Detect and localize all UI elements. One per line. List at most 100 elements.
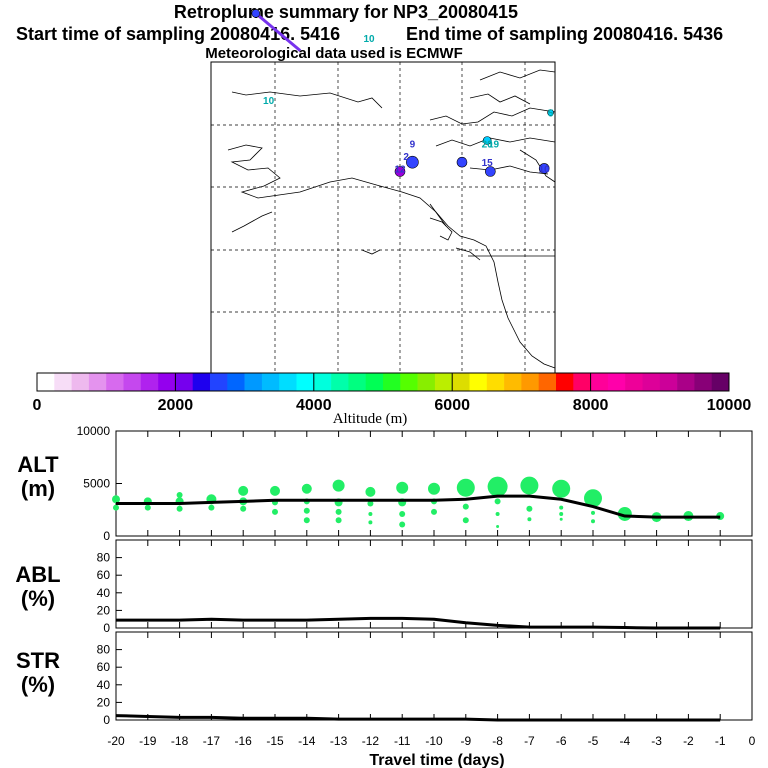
colorbar-swatch <box>175 373 193 391</box>
plume-centroid-point <box>485 166 496 177</box>
altitude-bubble <box>112 495 120 504</box>
panel-ylabel-unit: (%) <box>21 672 55 697</box>
coastline <box>231 91 383 109</box>
x-tick-label: -8 <box>492 734 503 748</box>
altitude-bubble <box>272 508 278 515</box>
colorbar-swatch <box>383 373 401 391</box>
colorbar-axis-label: Altitude (m) <box>333 411 408 427</box>
colorbar-swatch <box>313 373 332 391</box>
altitude-bubble <box>487 476 508 497</box>
colorbar-swatch <box>711 373 730 391</box>
colorbar-swatch <box>54 373 72 391</box>
colorbar-swatch <box>625 373 643 391</box>
time-series-panels: ALT(m)1000050000ABL(%)806040200STR(%)806… <box>15 424 755 768</box>
altitude-bubble <box>367 500 374 507</box>
colorbar-swatch <box>486 373 505 391</box>
y-tick-label: 0 <box>103 713 110 727</box>
y-tick-label: 20 <box>97 603 111 617</box>
coastline <box>231 211 273 233</box>
colorbar-tick-label: 4000 <box>296 397 332 414</box>
altitude-bubble <box>270 485 280 496</box>
altitude-bubble <box>332 479 345 492</box>
x-tick-label: -17 <box>203 734 221 748</box>
x-tick-label: -18 <box>171 734 189 748</box>
altitude-bubble <box>526 505 533 512</box>
map-frame <box>210 61 556 374</box>
day-label: 12 <box>394 164 406 175</box>
panel-frame <box>115 539 753 629</box>
altitude-bubble <box>144 504 151 511</box>
altitude-bubble <box>303 517 310 524</box>
colorbar-swatch <box>279 373 297 391</box>
colorbar-swatch <box>521 373 539 391</box>
altitude-bubble <box>559 511 564 516</box>
x-tick-label: -12 <box>362 734 380 748</box>
x-tick-label: -19 <box>139 734 157 748</box>
altitude-bubble <box>301 483 312 494</box>
altitude-bubble <box>494 498 501 505</box>
altitude-bubble <box>335 517 342 524</box>
y-tick-label: 40 <box>97 586 111 600</box>
sampling-end-time: End time of sampling 20080416. 5436 <box>406 24 724 44</box>
plume-track <box>254 12 302 52</box>
y-tick-label: 80 <box>97 643 111 657</box>
colorbar-swatch <box>71 373 90 391</box>
x-tick-label: -11 <box>394 734 411 748</box>
plume-centroid-point <box>251 9 261 18</box>
colorbar-swatch <box>348 373 366 391</box>
colorbar-tick-label: 0 <box>33 397 42 414</box>
day-label: 5 <box>548 109 554 120</box>
x-tick-label: -2 <box>683 734 694 748</box>
y-tick-label: 60 <box>97 660 111 674</box>
altitude-bubble <box>462 517 469 524</box>
y-tick-label: 40 <box>97 678 111 692</box>
colorbar-swatch <box>538 373 557 391</box>
altitude-bubble <box>176 492 183 499</box>
border-line <box>429 203 447 227</box>
x-tick-label: -15 <box>266 734 284 748</box>
plume-centroid-point <box>406 155 419 169</box>
altitude-bubble <box>559 517 563 521</box>
y-tick-label: 80 <box>97 551 111 565</box>
altitude-bubble <box>368 520 373 525</box>
colorbar-swatch <box>607 373 626 391</box>
colorbar-swatch <box>642 373 661 391</box>
altitude-bubble <box>527 517 532 522</box>
colorbar-swatch <box>227 373 245 391</box>
colorbar-tick-label: 6000 <box>434 397 470 414</box>
y-tick-label: 20 <box>97 695 111 709</box>
x-tick-label: -16 <box>235 734 253 748</box>
coastline <box>455 247 481 261</box>
altitude-bubble <box>240 505 247 512</box>
x-axis-label: Travel time (days) <box>369 752 504 768</box>
str-fraction-line <box>115 714 721 722</box>
y-tick-label: 10000 <box>77 424 111 438</box>
x-tick-label: -3 <box>651 734 662 748</box>
altitude-bubble <box>591 519 595 524</box>
x-tick-label: -10 <box>425 734 443 748</box>
altitude-bubble <box>396 481 409 494</box>
altitude-bubble <box>495 511 500 516</box>
panel-ylabel: ALT <box>17 452 59 477</box>
altitude-bubble <box>496 525 500 529</box>
colorbar-swatch <box>694 373 712 391</box>
y-tick-label: 5000 <box>83 477 110 491</box>
day-label: 15 <box>482 158 494 169</box>
panel-ylabel: STR <box>16 648 60 673</box>
day-label: 10 <box>363 34 375 45</box>
colorbar-swatch <box>590 373 609 391</box>
colorbar-swatch <box>140 373 159 391</box>
altitude-bubble <box>431 508 437 515</box>
altitude-bubble <box>335 508 342 515</box>
panel-frame <box>115 631 753 721</box>
colorbar-swatch <box>417 373 436 391</box>
colorbar-swatch <box>192 373 211 391</box>
panel-ylabel-unit: (m) <box>21 476 55 501</box>
plume-centroid-point <box>456 156 468 168</box>
coastline <box>429 107 556 125</box>
altitude-bubble <box>368 511 373 516</box>
colorbar-swatch <box>210 373 228 391</box>
coastline <box>479 69 556 81</box>
colorbar-tick-label: 2000 <box>158 397 194 414</box>
